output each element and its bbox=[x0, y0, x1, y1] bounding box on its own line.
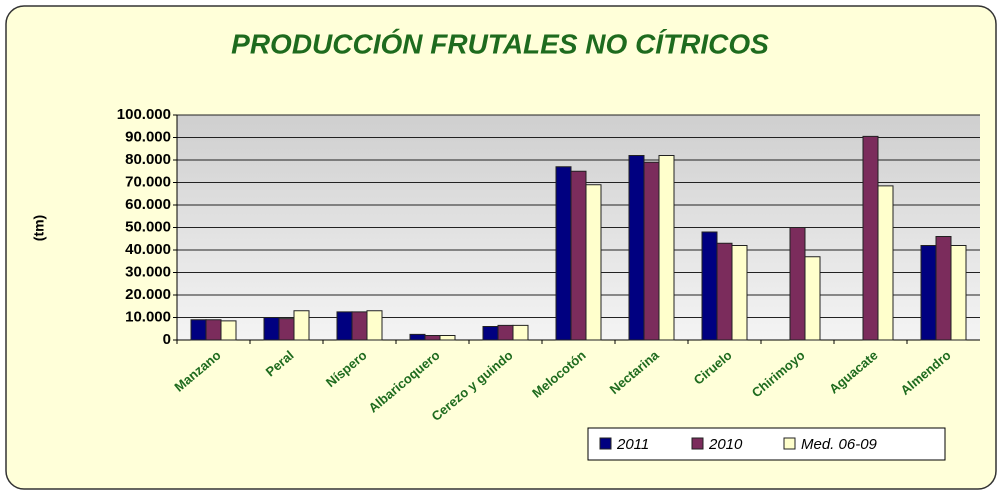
bar bbox=[950, 245, 967, 341]
bar bbox=[263, 317, 280, 341]
bar bbox=[439, 335, 456, 341]
bar bbox=[585, 184, 602, 341]
bar bbox=[935, 236, 952, 341]
y-tick-label: 60.000 bbox=[125, 196, 171, 213]
y-tick-label: 80.000 bbox=[125, 151, 171, 168]
bar bbox=[862, 135, 879, 341]
legend-label: 2010 bbox=[708, 436, 743, 453]
legend-swatch bbox=[599, 437, 612, 450]
y-tick-label: 100.000 bbox=[117, 106, 171, 123]
bar bbox=[920, 245, 937, 341]
bar bbox=[220, 320, 237, 341]
y-tick-label: 20.000 bbox=[125, 286, 171, 303]
bar bbox=[555, 166, 572, 341]
y-tick-label: 40.000 bbox=[125, 241, 171, 258]
legend-label: 2011 bbox=[616, 436, 649, 453]
bar bbox=[628, 155, 645, 341]
bar bbox=[716, 242, 733, 341]
bar bbox=[190, 319, 207, 341]
legend-swatch bbox=[691, 437, 704, 450]
bar bbox=[293, 310, 310, 341]
bar bbox=[877, 185, 894, 341]
y-tick-label: 10.000 bbox=[125, 308, 171, 325]
bar bbox=[570, 170, 587, 341]
bar bbox=[424, 335, 441, 341]
bar bbox=[658, 155, 675, 341]
chart-title: PRODUCCIÓN FRUTALES NO CÍTRICOS bbox=[231, 28, 769, 59]
y-tick-label: 0 bbox=[163, 331, 171, 348]
legend-box bbox=[587, 427, 946, 461]
bar bbox=[278, 318, 295, 341]
bar bbox=[351, 311, 368, 341]
bar bbox=[366, 310, 383, 341]
bar bbox=[205, 319, 222, 341]
legend-swatch bbox=[783, 437, 796, 450]
bar bbox=[409, 333, 426, 341]
legend-label: Med. 06-09 bbox=[801, 436, 878, 453]
bar bbox=[336, 311, 353, 341]
y-tick-label: 30.000 bbox=[125, 263, 171, 280]
y-tick-label: 70.000 bbox=[125, 173, 171, 190]
bar bbox=[497, 324, 514, 341]
bar bbox=[643, 161, 660, 341]
y-tick-label: 90.000 bbox=[125, 128, 171, 145]
bar bbox=[482, 326, 499, 341]
y-tick-label: 50.000 bbox=[125, 218, 171, 235]
y-axis-label: (tm) bbox=[31, 215, 47, 241]
bar bbox=[731, 245, 748, 341]
bar bbox=[789, 227, 806, 341]
bar bbox=[701, 231, 718, 341]
bar bbox=[512, 324, 529, 341]
bar bbox=[804, 256, 821, 341]
